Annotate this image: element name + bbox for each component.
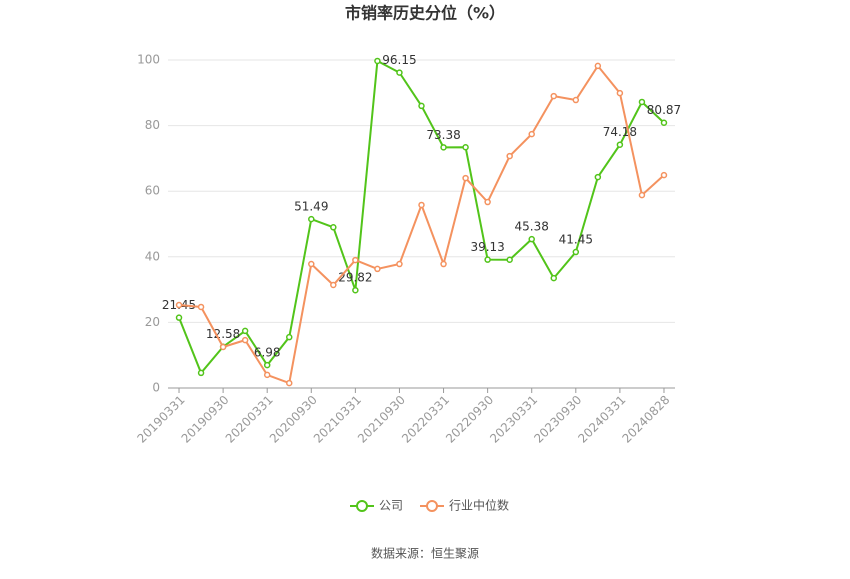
y-tick-label: 40 (145, 249, 160, 263)
point (572, 248, 580, 256)
point (462, 174, 469, 182)
chart-title: 市销率历史分位（%） (345, 4, 505, 23)
point (484, 256, 491, 263)
point (550, 92, 558, 100)
point (528, 130, 535, 138)
data-label: 73.38 (426, 128, 460, 142)
legend-marker (426, 500, 438, 512)
point (638, 98, 646, 106)
point (241, 336, 249, 344)
point (197, 369, 205, 377)
data-label: 96.15 (382, 53, 416, 67)
data-label: 45.38 (515, 220, 549, 234)
point (638, 191, 646, 199)
point (418, 201, 425, 209)
point (616, 89, 624, 97)
point (374, 57, 381, 65)
y-tick-label: 0 (152, 381, 160, 395)
x-tick-label: 20240828 (619, 393, 672, 446)
data-label: 80.87 (647, 103, 681, 117)
point (285, 333, 293, 341)
y-tick-label: 60 (145, 184, 160, 198)
point (352, 256, 359, 264)
data-label: 51.49 (294, 200, 328, 214)
point (594, 62, 602, 70)
point (175, 301, 183, 309)
y-tick-label: 20 (145, 315, 160, 329)
point (197, 303, 205, 311)
data-label: 74.18 (603, 125, 637, 139)
point (550, 274, 558, 282)
data-label: 29.82 (338, 271, 372, 285)
point (660, 119, 668, 126)
point (175, 314, 183, 321)
point (352, 286, 359, 294)
point (396, 260, 403, 268)
point (660, 171, 668, 179)
data-label: 12.58 (206, 327, 240, 341)
point (330, 224, 337, 231)
point (506, 152, 513, 160)
point (528, 235, 535, 243)
point (462, 143, 469, 151)
point (374, 265, 381, 273)
y-tick-label: 80 (145, 118, 160, 132)
legend-marker (356, 500, 368, 512)
point (616, 141, 624, 148)
point (506, 256, 513, 264)
series-line (178, 64, 665, 385)
point (263, 371, 271, 379)
data-label: 41.45 (559, 233, 593, 247)
data-label: 6.98 (254, 346, 281, 360)
source: 数据来源：恒生聚源 (371, 546, 479, 561)
point (308, 215, 315, 223)
point (219, 343, 227, 351)
legend-label: 公司 (379, 499, 403, 513)
legend-label: 行业中位数 (449, 498, 509, 513)
y-tick-label: 100 (137, 53, 160, 67)
point (308, 260, 315, 268)
point (484, 198, 491, 206)
point (418, 102, 425, 110)
point (440, 144, 447, 151)
point (572, 96, 580, 104)
point (241, 327, 249, 335)
point (396, 69, 403, 76)
point (285, 379, 293, 387)
data-label: 39.13 (470, 240, 504, 254)
point (594, 173, 602, 181)
point (330, 281, 337, 289)
point (263, 361, 271, 369)
point (440, 260, 447, 268)
